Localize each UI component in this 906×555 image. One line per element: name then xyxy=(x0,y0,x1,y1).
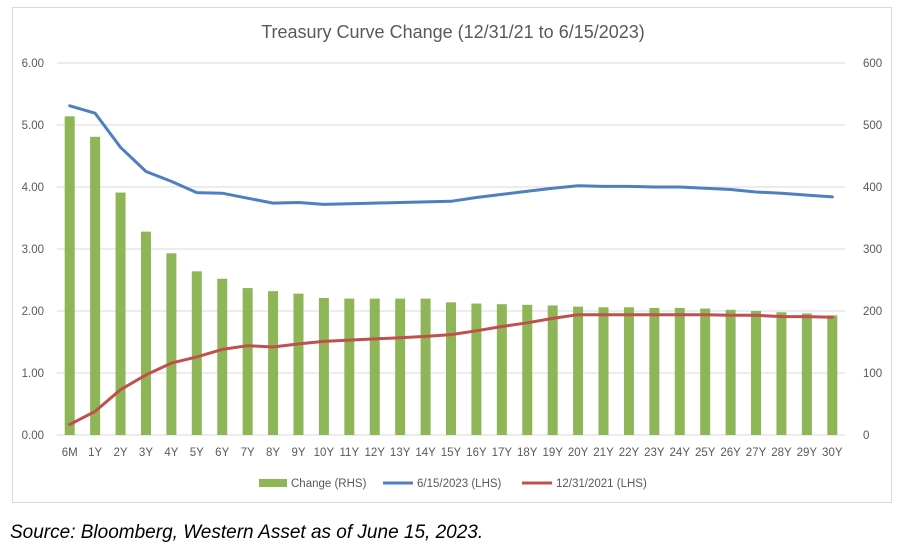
x-tick-label: 19Y xyxy=(542,447,563,459)
right-tick-label: 400 xyxy=(863,182,882,194)
bar xyxy=(191,271,202,435)
bar xyxy=(318,297,329,435)
left-tick-label: 5.00 xyxy=(22,120,44,132)
x-tick-label: 4Y xyxy=(164,447,178,459)
bar-series xyxy=(64,116,838,435)
bar xyxy=(598,307,609,435)
x-tick-label: 23Y xyxy=(644,447,665,459)
bar xyxy=(395,298,406,435)
x-tick-label: 22Y xyxy=(619,447,640,459)
bar xyxy=(293,293,304,435)
bar xyxy=(471,303,482,435)
bar xyxy=(674,307,685,435)
series-line xyxy=(68,313,834,426)
legend-swatch xyxy=(259,479,287,487)
x-tick-label: 14Y xyxy=(415,447,436,459)
left-tick-label: 6.00 xyxy=(22,58,44,70)
x-tick-label: 6M xyxy=(62,447,78,459)
x-tick-label: 15Y xyxy=(441,447,462,459)
x-tick-label: 6Y xyxy=(215,447,229,459)
bar xyxy=(446,302,456,435)
x-axis: 6M 1Y 2Y 3Y 4Y 5Y 6Y 7Y 8Y 9Y 10Y 11Y 12Y 13Y 14Y 15Y 16… xyxy=(62,447,843,459)
right-tick-label: 100 xyxy=(863,368,882,380)
x-tick-label: 28Y xyxy=(771,447,792,459)
bar xyxy=(827,315,838,435)
bar xyxy=(649,307,660,435)
right-tick-label: 0 xyxy=(863,430,869,442)
bar xyxy=(725,309,736,435)
bar xyxy=(776,312,787,435)
right-axis: 0 100 200 300 400 500 600 xyxy=(863,58,882,442)
right-tick-label: 600 xyxy=(863,58,882,70)
x-tick-label: 9Y xyxy=(291,447,305,459)
bar xyxy=(140,231,151,435)
bar xyxy=(242,288,253,435)
right-tick-label: 200 xyxy=(863,306,882,318)
bar xyxy=(64,116,75,435)
x-tick-label: 17Y xyxy=(492,447,513,459)
x-tick-label: 1Y xyxy=(88,447,102,459)
chart-title: Treasury Curve Change (12/31/21 to 6/15/… xyxy=(261,22,645,42)
line-series xyxy=(68,104,834,426)
x-tick-label: 10Y xyxy=(314,447,335,459)
bar xyxy=(751,311,762,435)
series-line xyxy=(68,104,834,206)
x-tick-label: 3Y xyxy=(139,447,153,459)
bar xyxy=(344,298,355,435)
chart-area: Treasury Curve Change (12/31/21 to 6/15/… xyxy=(22,22,883,490)
left-tick-label: 2.00 xyxy=(22,306,44,318)
x-tick-label: 30Y xyxy=(822,447,843,459)
x-tick-label: 7Y xyxy=(241,447,255,459)
bar xyxy=(217,278,228,435)
x-tick-label: 16Y xyxy=(466,447,487,459)
legend-label: 6/15/2023 (LHS) xyxy=(417,478,502,490)
x-tick-label: 2Y xyxy=(114,447,128,459)
bar xyxy=(496,304,507,435)
right-tick-label: 500 xyxy=(863,120,882,132)
left-tick-label: 1.00 xyxy=(22,368,44,380)
x-tick-label: 29Y xyxy=(797,447,818,459)
x-tick-label: 18Y xyxy=(517,447,538,459)
legend: Change (RHS) 6/15/2023 (LHS) 12/31/2021 (L… xyxy=(259,478,647,490)
chart-frame: Treasury Curve Change (12/31/21 to 6/15/… xyxy=(12,7,892,503)
bar xyxy=(115,192,126,435)
bar xyxy=(166,253,177,435)
x-tick-label: 21Y xyxy=(593,447,614,459)
x-tick-label: 11Y xyxy=(340,447,360,459)
bar xyxy=(522,304,533,435)
legend-label: Change (RHS) xyxy=(291,478,367,490)
bar xyxy=(369,298,380,435)
x-tick-label: 8Y xyxy=(266,447,280,459)
bar xyxy=(268,291,279,435)
left-axis: 0.00 1.00 2.00 3.00 4.00 5.00 6.00 xyxy=(22,58,44,442)
bar xyxy=(801,313,812,435)
source-note: Source: Bloomberg, Western Asset as of J… xyxy=(10,522,484,543)
bar xyxy=(547,305,558,435)
left-tick-label: 3.00 xyxy=(22,244,44,256)
left-tick-label: 4.00 xyxy=(22,182,44,194)
x-tick-label: 5Y xyxy=(190,447,204,459)
bar xyxy=(90,136,101,435)
x-tick-label: 13Y xyxy=(390,447,411,459)
x-tick-label: 26Y xyxy=(720,447,741,459)
x-tick-label: 24Y xyxy=(670,447,691,459)
x-tick-label: 27Y xyxy=(746,447,767,459)
legend-label: 12/31/2021 (LHS) xyxy=(556,478,647,490)
x-tick-label: 12Y xyxy=(365,447,386,459)
x-tick-label: 20Y xyxy=(568,447,589,459)
x-tick-label: 25Y xyxy=(695,447,716,459)
bar xyxy=(573,306,584,435)
bar xyxy=(623,307,634,435)
bar xyxy=(700,308,711,435)
right-tick-label: 300 xyxy=(863,244,882,256)
left-tick-label: 0.00 xyxy=(22,430,44,442)
bar xyxy=(420,298,431,435)
